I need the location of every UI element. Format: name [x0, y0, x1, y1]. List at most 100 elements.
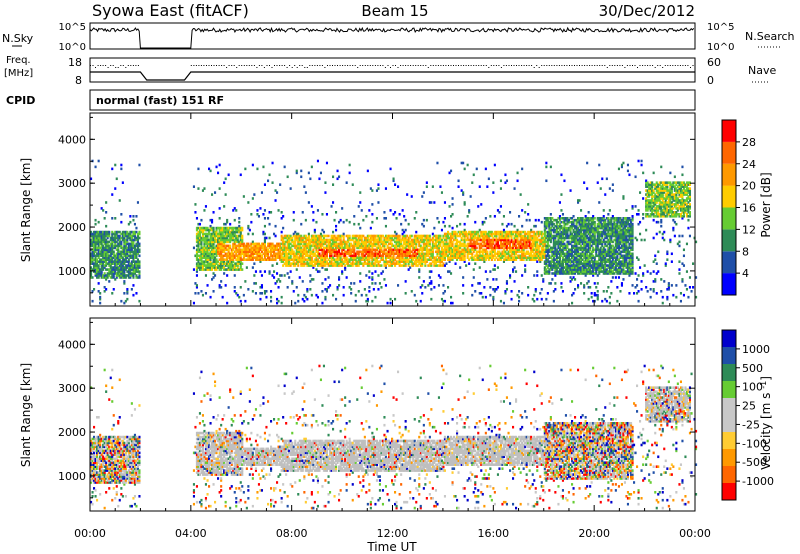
heatmap-cell	[195, 274, 199, 277]
heatmap-cell	[279, 242, 282, 246]
heatmap-cell	[232, 246, 235, 250]
heatmap-cell	[106, 240, 109, 244]
heatmap-cell	[114, 268, 117, 271]
heatmap-cell	[282, 244, 285, 248]
heatmap-cell	[132, 258, 135, 261]
heatmap-cell	[263, 240, 267, 244]
heatmap-cell	[121, 266, 124, 269]
nave-point	[246, 65, 248, 66]
heatmap-cell	[260, 258, 264, 261]
heatmap-cell	[304, 191, 307, 194]
heatmap-cell	[132, 266, 135, 269]
heatmap-cell	[203, 238, 206, 242]
heatmap-cell	[109, 252, 112, 256]
heatmap-cell	[230, 264, 233, 267]
heatmap-cell	[244, 280, 247, 283]
heatmap-cell	[109, 268, 112, 271]
heatmap-cell	[280, 248, 283, 252]
heatmap-cell	[238, 268, 241, 271]
heatmap-cell	[437, 284, 441, 287]
heatmap-cell	[133, 248, 137, 252]
heatmap-cell	[229, 262, 232, 265]
heatmap-cell	[106, 244, 109, 248]
heatmap-cell	[211, 278, 214, 281]
heatmap-cell	[97, 236, 100, 240]
heatmap-cell	[236, 256, 239, 259]
heatmap-cell	[208, 228, 211, 232]
nave-point	[690, 67, 691, 68]
heatmap-cell	[105, 278, 108, 281]
heatmap-cell	[436, 217, 439, 220]
nave-point	[238, 65, 240, 66]
heatmap-cell	[286, 238, 289, 242]
heatmap-cell	[97, 270, 100, 273]
nave-point	[619, 65, 621, 66]
heatmap-cell	[197, 260, 200, 263]
heatmap-cell	[127, 268, 130, 271]
heatmap-cell	[123, 246, 126, 250]
heatmap-cell	[106, 250, 109, 254]
heatmap-cell	[112, 270, 115, 273]
heatmap-cell	[209, 224, 212, 228]
heatmap-cell	[291, 280, 294, 283]
heatmap-cell	[208, 262, 211, 265]
nave-point	[241, 65, 243, 66]
heatmap-cell	[265, 295, 268, 299]
nave-point	[107, 67, 109, 68]
heatmap-cell	[226, 262, 229, 265]
heatmap-cell	[262, 230, 265, 234]
heatmap-cell	[123, 234, 126, 238]
heatmap-cell	[201, 268, 205, 271]
nave-point	[422, 65, 424, 66]
heatmap-cell	[133, 232, 137, 236]
heatmap-cell	[132, 244, 135, 248]
heatmap-cell	[217, 264, 220, 267]
heatmap-cell	[130, 268, 133, 271]
heatmap-cell	[280, 301, 283, 305]
heatmap-cell	[239, 230, 242, 234]
heatmap-cell	[121, 252, 124, 256]
heatmap-cell	[239, 226, 242, 230]
heatmap-cell	[217, 244, 220, 248]
heatmap-cell	[365, 293, 368, 297]
heatmap-cell	[546, 292, 549, 295]
heatmap-cell	[124, 234, 127, 238]
heatmap-cell	[197, 240, 200, 244]
heatmap-cell	[106, 232, 109, 236]
heatmap-cell	[200, 246, 203, 250]
heatmap-cell	[244, 299, 247, 303]
heatmap-cell	[316, 159, 320, 163]
heatmap-cell	[223, 205, 226, 208]
heatmap-cell	[91, 254, 94, 258]
heatmap-cell	[100, 246, 103, 250]
heatmap-cell	[239, 228, 242, 232]
heatmap-cell	[263, 224, 267, 228]
heatmap-cell	[241, 250, 244, 254]
heatmap-cell	[117, 260, 120, 263]
heatmap-cell	[212, 290, 215, 293]
heatmap-cell	[130, 254, 133, 258]
heatmap-cell	[206, 266, 209, 269]
nave-point	[541, 65, 543, 66]
heatmap-cell	[102, 254, 105, 258]
heatmap-cell	[126, 234, 129, 238]
heatmap-cell	[236, 268, 239, 271]
heatmap-cell	[220, 254, 223, 258]
heatmap-cell	[118, 254, 121, 258]
heatmap-cell	[239, 252, 242, 256]
heatmap-cell	[262, 252, 265, 256]
heatmap-cell	[220, 236, 223, 240]
heatmap-cell	[201, 256, 205, 259]
heatmap-cell	[257, 250, 261, 254]
heatmap-cell	[114, 230, 117, 234]
nave-point	[639, 65, 641, 66]
heatmap-cell	[242, 244, 245, 248]
heatmap-cell	[197, 226, 200, 230]
heatmap-cell	[232, 232, 235, 236]
heatmap-cell	[99, 238, 102, 242]
heatmap-cell	[263, 258, 267, 261]
heatmap-cell	[354, 299, 357, 303]
heatmap-cell	[254, 270, 258, 273]
heatmap-cell	[97, 242, 100, 246]
heatmap-cell	[105, 224, 108, 228]
